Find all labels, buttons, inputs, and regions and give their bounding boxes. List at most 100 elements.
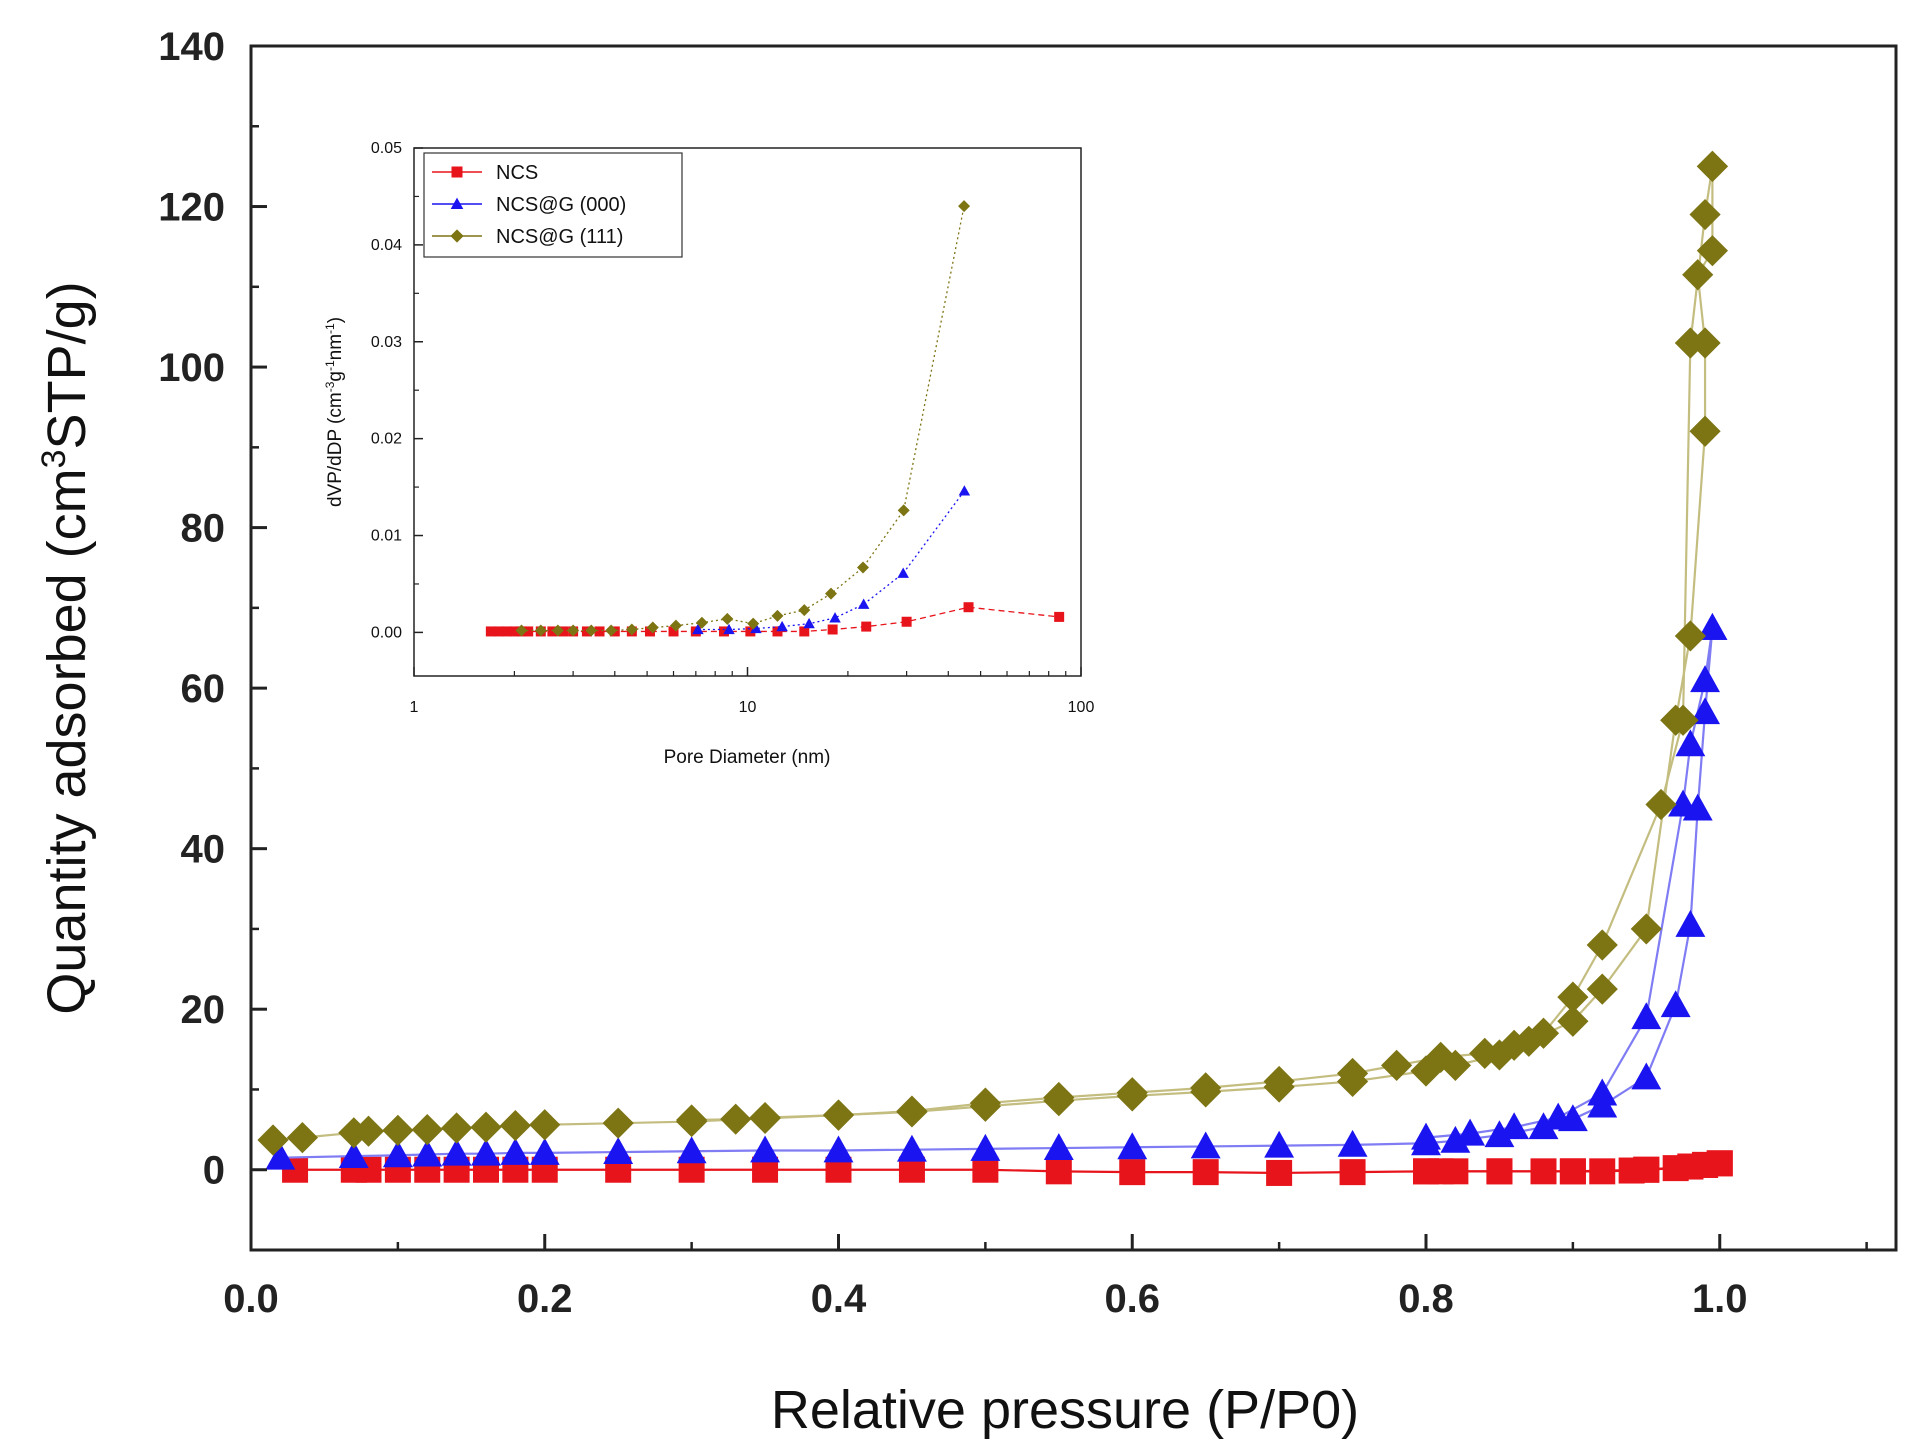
data-point — [1689, 415, 1721, 447]
data-point — [485, 626, 496, 637]
data-point — [720, 1103, 752, 1135]
data-point — [286, 1122, 319, 1154]
data-point — [1469, 1037, 1501, 1069]
data-point — [823, 1135, 854, 1163]
data-point — [1668, 789, 1698, 817]
data-point — [1119, 1159, 1146, 1186]
data-point — [602, 1107, 634, 1139]
data-point — [676, 1136, 707, 1164]
data-point — [1696, 235, 1729, 267]
data-point — [676, 1104, 708, 1136]
data-point — [750, 1135, 781, 1163]
data-point — [721, 612, 734, 625]
data-point — [441, 1112, 473, 1144]
data-point — [547, 626, 558, 637]
main-y-tick-label: 0 — [203, 1149, 225, 1193]
main-x-tick-label: 0.0 — [223, 1277, 279, 1321]
inset-y-label-superscript: -1 — [323, 360, 337, 371]
data-point — [897, 567, 909, 578]
data-point — [1499, 1112, 1530, 1140]
data-point — [500, 1137, 531, 1165]
data-point — [1645, 788, 1677, 821]
inset-y-label-superscript: -3 — [323, 381, 337, 392]
data-point — [352, 1115, 385, 1147]
main-y-tick-label: 80 — [181, 507, 226, 551]
data-point — [534, 624, 547, 637]
data-point — [969, 1087, 1001, 1119]
main-axes: 0.0 0.2 0.4 0.6 0.8 1.0 0 20 40 60 80 100 120 140 — [158, 25, 1868, 1321]
data-point — [1660, 990, 1691, 1018]
main-y-tick-label: 120 — [158, 186, 225, 230]
main-x-tick-label: 0.6 — [1104, 1277, 1160, 1321]
data-point — [776, 620, 788, 632]
data-point — [494, 626, 505, 637]
main-series-ncs-g-000 — [265, 612, 1728, 1170]
data-point — [529, 1137, 560, 1165]
data-point — [1675, 729, 1706, 757]
main-y-tick-label: 140 — [158, 25, 225, 69]
data-point — [829, 612, 841, 623]
data-point — [970, 1133, 1001, 1161]
inset-series-ncs-g-000 — [692, 485, 971, 635]
data-point — [723, 623, 735, 635]
legend-label: NCS — [496, 162, 538, 184]
inset-legend: NCS NCS@G (000) NCS@G (111) — [423, 152, 683, 258]
data-point — [441, 1138, 472, 1166]
main-x-tick-label: 0.2 — [517, 1277, 573, 1321]
data-point — [822, 1099, 855, 1131]
data-point — [1559, 1158, 1586, 1185]
legend-box — [423, 152, 683, 258]
data-point — [825, 587, 838, 600]
data-point — [1674, 620, 1706, 652]
data-point — [1690, 697, 1721, 725]
data-point — [603, 1137, 634, 1165]
inset-series-group — [485, 200, 1065, 637]
main-series-ncs-g-111 — [257, 150, 1729, 1156]
data-point — [382, 1114, 414, 1147]
data-point — [771, 609, 784, 622]
inset-y-tick-label: 0.02 — [371, 431, 402, 448]
data-point — [1631, 1002, 1662, 1030]
main-y-tick-label: 60 — [181, 667, 226, 711]
data-point — [857, 598, 870, 609]
data-point — [585, 624, 598, 637]
inset-y-tick-label: 0.03 — [371, 334, 402, 351]
data-point — [265, 1142, 296, 1170]
data-point — [1690, 665, 1721, 693]
data-point — [1587, 1078, 1618, 1106]
inset-y-label-part: dVP/dDP (cm — [325, 392, 346, 507]
data-point — [1677, 1153, 1704, 1180]
data-point — [1675, 909, 1706, 937]
data-point — [1455, 1118, 1486, 1146]
data-point — [896, 1134, 927, 1162]
inset-series-ncs-g-111 — [515, 200, 971, 637]
inset-y-label-superscript: -1 — [323, 323, 337, 334]
data-point — [382, 1140, 413, 1168]
data-point — [1043, 1133, 1074, 1161]
data-point — [1339, 1159, 1366, 1186]
data-point — [470, 1111, 502, 1143]
inset-x-axis-label: Pore Diameter (nm) — [664, 747, 831, 768]
data-point — [1440, 1125, 1471, 1153]
data-point — [718, 626, 729, 637]
data-point — [747, 617, 760, 630]
data-point — [1192, 1159, 1219, 1186]
data-point — [646, 621, 659, 634]
data-point — [501, 626, 512, 637]
data-point — [1263, 1065, 1295, 1098]
legend-item-ncs: NCS — [432, 162, 538, 184]
legend-marker — [450, 197, 464, 210]
inset-x-tick-label: 1 — [410, 699, 419, 716]
data-point — [1557, 981, 1589, 1013]
legend-label: NCS@G (000) — [496, 194, 626, 216]
main-x-tick-label: 1.0 — [1692, 1277, 1748, 1321]
data-point — [958, 200, 971, 213]
legend-label: NCS@G (111) — [496, 226, 623, 248]
inset-y-tick-label: 0.00 — [371, 624, 402, 641]
data-point — [1413, 1158, 1439, 1185]
data-point — [1682, 259, 1714, 291]
inset-axes: 1 10 100 0.00 0.01 0.02 0.03 0.04 0.05 — [371, 140, 1095, 716]
data-point — [529, 1109, 561, 1141]
data-point — [1117, 1132, 1148, 1160]
data-point — [515, 624, 528, 637]
